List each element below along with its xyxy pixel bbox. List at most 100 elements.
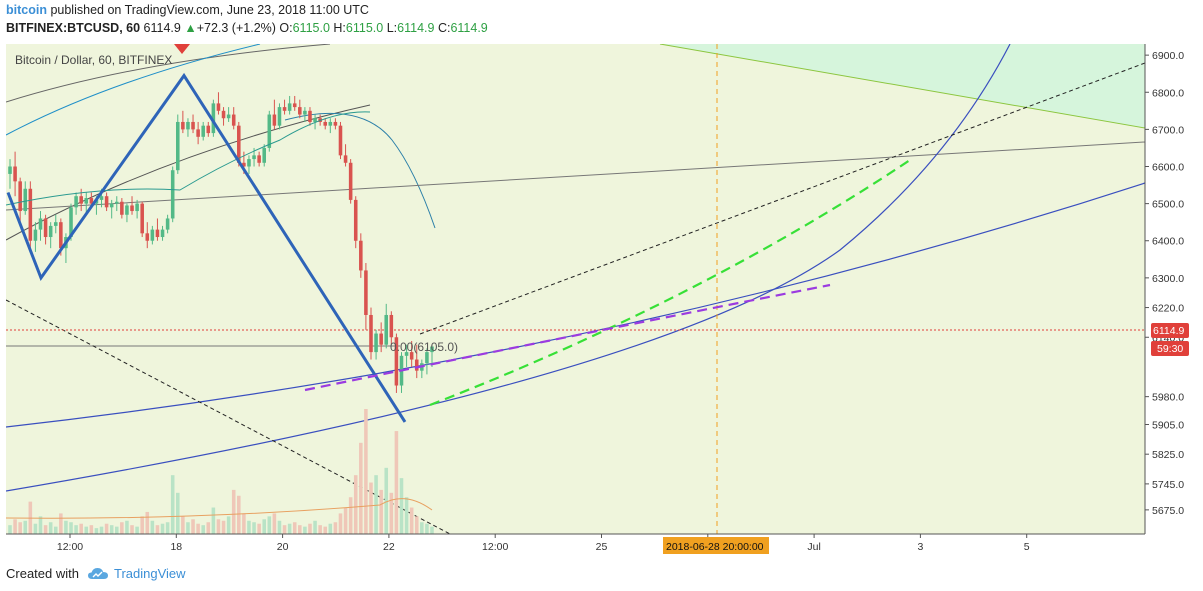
candle bbox=[23, 181, 28, 215]
volume-bar bbox=[298, 525, 302, 534]
candle bbox=[216, 92, 221, 115]
arc-blue-curve bbox=[6, 44, 1011, 492]
tradingview-brand: TradingView bbox=[113, 566, 186, 581]
xabcd-pattern[interactable] bbox=[6, 72, 407, 423]
symbol-label: BITFINEX:BTCUSD, 60 bbox=[6, 21, 141, 35]
candle bbox=[53, 214, 58, 234]
candle bbox=[150, 225, 155, 245]
volume-bar bbox=[394, 431, 399, 534]
candle bbox=[328, 118, 333, 134]
volume-bar bbox=[379, 489, 383, 534]
x-tick: 20 bbox=[277, 534, 289, 553]
candle bbox=[145, 222, 150, 249]
volume-bar bbox=[221, 520, 226, 534]
y-tick-label: 6400.0 bbox=[1152, 236, 1184, 248]
volume-bar bbox=[364, 409, 368, 534]
close-label: C: bbox=[437, 21, 451, 35]
time-marker-tag: 2018-06-28 20:00:00 bbox=[663, 537, 769, 554]
volume-bar bbox=[303, 526, 307, 534]
candle bbox=[196, 121, 200, 145]
y-tick-label: 5825.0 bbox=[1152, 449, 1184, 461]
candle bbox=[186, 118, 190, 137]
candle bbox=[226, 107, 231, 122]
volume-bar bbox=[414, 516, 419, 534]
projection-purple bbox=[304, 283, 831, 392]
candle bbox=[272, 99, 277, 130]
volume-bar bbox=[277, 520, 282, 534]
trend-line-grey bbox=[6, 141, 1145, 211]
x-tick: 5 bbox=[1024, 534, 1030, 553]
volume-bar bbox=[313, 520, 317, 534]
volume-bar bbox=[292, 522, 297, 534]
moving-average-fast bbox=[6, 111, 371, 206]
candlesticks bbox=[8, 92, 434, 393]
candle bbox=[155, 218, 160, 241]
volume-bar bbox=[181, 516, 185, 534]
y-tick: 5745.0 bbox=[1145, 479, 1184, 491]
volume-bar bbox=[399, 478, 404, 534]
volume-bar bbox=[231, 489, 236, 534]
open-value: 6115.0 bbox=[292, 21, 330, 35]
chart-title: Bitcoin / Dollar, 60, BITFINEX bbox=[15, 53, 172, 67]
volume-bar bbox=[216, 519, 221, 534]
y-tick: 6700.0 bbox=[1145, 124, 1184, 136]
countdown-label: 59:30 bbox=[1157, 343, 1183, 355]
x-tick: 25 bbox=[596, 534, 607, 553]
arc-grey-top bbox=[6, 44, 331, 103]
volume-bar bbox=[287, 523, 292, 534]
volume-bar bbox=[145, 511, 150, 534]
volume-bar bbox=[196, 523, 200, 534]
y-axis-ticks: 6900.0 6800.0 6700.0 6600.0 6500.0 6400.0 6300… bbox=[1145, 50, 1184, 517]
tradingview-link[interactable]: TradingView bbox=[87, 566, 186, 581]
candle bbox=[211, 99, 216, 137]
candle bbox=[170, 166, 175, 223]
candle bbox=[74, 192, 78, 215]
candle bbox=[292, 95, 297, 111]
candle bbox=[267, 110, 272, 152]
footer: Created with TradingView bbox=[6, 566, 186, 581]
volume-bar bbox=[348, 497, 353, 534]
volume-bar bbox=[409, 507, 414, 534]
x-tick-label: 22 bbox=[383, 541, 395, 553]
volume-bar bbox=[333, 522, 338, 534]
volume-bar bbox=[420, 522, 424, 534]
y-tick: 6220.0 bbox=[1145, 303, 1184, 315]
close-value: 6114.9 bbox=[450, 21, 488, 35]
plot-area[interactable]: Bitcoin / Dollar, 60, BITFINEX 0.00(6105… bbox=[6, 44, 1145, 534]
candle bbox=[221, 107, 226, 126]
volume-bar bbox=[160, 523, 165, 534]
candle bbox=[43, 214, 48, 245]
volume-bar bbox=[109, 525, 114, 534]
low-value: 6114.9 bbox=[397, 21, 435, 35]
x-tick-label: Jul bbox=[807, 541, 820, 553]
volume-bar bbox=[114, 526, 119, 534]
volume-bar bbox=[69, 522, 73, 534]
volume-bar bbox=[125, 520, 129, 534]
created-with-text: Created with bbox=[6, 566, 79, 581]
y-tick-label: 5905.0 bbox=[1152, 419, 1184, 431]
y-tick-label: 6600.0 bbox=[1152, 162, 1184, 174]
high-label: H: bbox=[333, 21, 346, 35]
candle bbox=[84, 192, 89, 215]
volume-bar bbox=[74, 525, 78, 534]
candle bbox=[257, 151, 261, 167]
candle bbox=[18, 177, 22, 223]
y-tick: 5980.0 bbox=[1145, 392, 1184, 404]
author-link[interactable]: bitcoin bbox=[6, 3, 47, 17]
y-tick-label: 6500.0 bbox=[1152, 199, 1184, 211]
volume-bar bbox=[318, 525, 322, 534]
time-marker-label: 2018-06-28 20:00:00 bbox=[666, 541, 764, 553]
volume-bar bbox=[353, 475, 358, 534]
y-tick: 6800.0 bbox=[1145, 87, 1184, 99]
volume-bar bbox=[404, 497, 409, 534]
y-tick-label: 6220.0 bbox=[1152, 303, 1184, 315]
volume-bar bbox=[211, 507, 216, 534]
candle bbox=[247, 155, 251, 174]
volume-bar bbox=[165, 522, 170, 534]
last-price-value: 6114.9 bbox=[143, 21, 181, 35]
x-tick: 18 bbox=[170, 534, 182, 553]
sell-arrow-icon bbox=[174, 44, 190, 54]
volume-bar bbox=[201, 525, 205, 534]
candle bbox=[384, 303, 389, 349]
